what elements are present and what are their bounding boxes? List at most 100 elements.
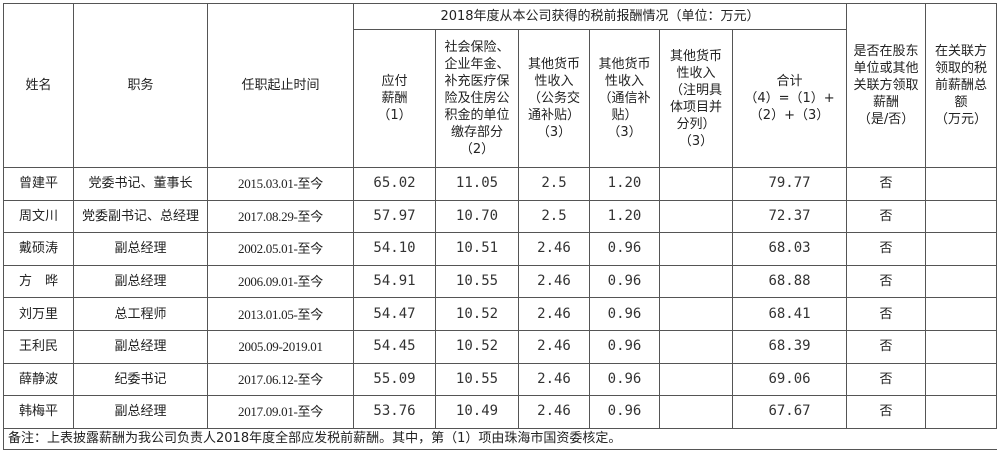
compensation-table: 姓名 职务 任职起止时间 2018年度从本公司获得的税前报酬情况（单位：万元） … — [2, 3, 998, 450]
cell-payable: 54.10 — [353, 232, 436, 266]
cell-related-total — [925, 395, 998, 429]
cell-payable: 54.47 — [353, 297, 436, 331]
cell-payable: 55.09 — [353, 362, 436, 397]
table-row: 王利民 副总经理 2005.09-2019.01 54.45 10.52 2.46 0.96… — [3, 329, 998, 364]
cell-telecom: 1.20 — [589, 167, 660, 201]
cell-specify — [659, 395, 733, 429]
cell-insurance: 10.55 — [435, 362, 519, 397]
header-total: 合计 （4）=（1）+ （2）+（3） — [731, 29, 848, 168]
cell-position: 副总经理 — [73, 264, 208, 299]
cell-name: 方 晔 — [3, 264, 74, 299]
header-name: 姓名 — [3, 3, 74, 168]
cell-insurance: 10.49 — [435, 395, 519, 429]
cell-related: 否 — [846, 395, 927, 429]
cell-related: 否 — [846, 362, 927, 397]
cell-related: 否 — [846, 232, 927, 266]
cell-total: 69.06 — [731, 362, 848, 397]
cell-payable: 54.91 — [353, 264, 436, 299]
cell-payable: 53.76 — [353, 395, 436, 429]
table-row: 戴硕涛 副总经理 2002.05.01-至今 54.10 10.51 2.46 0.96 68… — [3, 232, 998, 266]
header-other-specify: 其他货币 性收入 （注明具 体项目并 分列） （3） — [659, 29, 733, 168]
cell-insurance: 10.52 — [435, 329, 519, 364]
cell-tenure: 2017.06.12-至今 — [207, 362, 354, 397]
cell-related: 否 — [846, 167, 927, 201]
cell-total: 79.77 — [731, 167, 848, 201]
cell-transport: 2.5 — [518, 199, 590, 234]
table-note: 备注：上表披露薪酬为我公司负责人2018年度全部应发税前薪酬。其中，第（1）项由… — [2, 427, 997, 450]
cell-transport: 2.46 — [518, 232, 590, 266]
cell-position: 副总经理 — [73, 395, 208, 429]
table-row: 方 晔副总经理 2006.09.01-至今 54.91 10.55 2.46 0.96 68… — [3, 264, 998, 299]
header-other-telecom: 其他货币 性收入 （通信补 贴） （3） — [589, 29, 660, 168]
cell-position: 总工程师 — [73, 297, 208, 331]
cell-position: 副总经理 — [73, 329, 208, 364]
cell-related: 否 — [846, 199, 927, 234]
cell-telecom: 1.20 — [589, 199, 660, 234]
cell-related-total — [925, 297, 998, 331]
cell-payable: 65.02 — [353, 167, 436, 201]
table-row: 刘万里 总工程师 2013.01.05-至今 54.47 10.52 2.46 0.96 68… — [3, 297, 998, 331]
cell-related-total — [925, 232, 998, 266]
cell-transport: 2.46 — [518, 395, 590, 429]
cell-insurance: 10.55 — [435, 264, 519, 299]
table-row: 韩梅平 副总经理 2017.09.01-至今 53.76 10.49 2.46 0.96 67… — [3, 395, 998, 429]
cell-telecom: 0.96 — [589, 362, 660, 397]
cell-related-total — [925, 362, 998, 397]
cell-transport: 2.46 — [518, 297, 590, 331]
cell-related-total — [925, 167, 998, 201]
cell-total: 68.39 — [731, 329, 848, 364]
header-tenure: 任职起止时间 — [207, 3, 354, 168]
cell-specify — [659, 167, 733, 201]
cell-insurance: 11.05 — [435, 167, 519, 201]
cell-total: 68.41 — [731, 297, 848, 331]
cell-tenure: 2002.05.01-至今 — [207, 232, 354, 266]
cell-position: 纪委书记 — [73, 362, 208, 397]
cell-specify — [659, 199, 733, 234]
cell-specify — [659, 232, 733, 266]
cell-insurance: 10.70 — [435, 199, 519, 234]
cell-tenure: 2005.09-2019.01 — [207, 329, 354, 364]
cell-name: 刘万里 — [3, 297, 74, 331]
cell-specify — [659, 329, 733, 364]
cell-related-total — [925, 199, 998, 234]
header-position: 职务 — [73, 3, 208, 168]
header-insurance: 社会保险、 企业年金、 补充医疗保 险及住房公 积金的单位 缴存部分 （2） — [435, 29, 519, 168]
cell-telecom: 0.96 — [589, 232, 660, 266]
table-row: 周文川 党委副书记、总经理 2017.08.29-至今 57.97 10.70 2.5 1.… — [3, 199, 998, 234]
cell-total: 67.67 — [731, 395, 848, 429]
cell-total: 68.88 — [731, 264, 848, 299]
cell-position: 副总经理 — [73, 232, 208, 266]
header-payable: 应付 薪酬 （1） — [353, 29, 436, 168]
cell-transport: 2.46 — [518, 264, 590, 299]
cell-total: 68.03 — [731, 232, 848, 266]
cell-position: 党委副书记、总经理 — [73, 199, 208, 234]
cell-specify — [659, 362, 733, 397]
cell-insurance: 10.51 — [435, 232, 519, 266]
cell-related-total — [925, 329, 998, 364]
cell-transport: 2.5 — [518, 167, 590, 201]
cell-tenure: 2015.03.01-至今 — [207, 167, 354, 201]
cell-telecom: 0.96 — [589, 329, 660, 364]
cell-tenure: 2017.08.29-至今 — [207, 199, 354, 234]
cell-name: 戴硕涛 — [3, 232, 74, 266]
cell-specify — [659, 264, 733, 299]
cell-name: 周文川 — [3, 199, 74, 234]
header-related-paid: 是否在股东 单位或其他 关联方领取 薪酬 （是/否） — [846, 3, 927, 168]
cell-name: 韩梅平 — [3, 395, 74, 429]
cell-name: 曾建平 — [3, 167, 74, 201]
cell-transport: 2.46 — [518, 362, 590, 397]
table-row: 薛静波 纪委书记 2017.06.12-至今 55.09 10.55 2.46 0.96 69… — [3, 362, 998, 397]
cell-related: 否 — [846, 329, 927, 364]
cell-related: 否 — [846, 297, 927, 331]
cell-payable: 54.45 — [353, 329, 436, 364]
cell-payable: 57.97 — [353, 199, 436, 234]
cell-specify — [659, 297, 733, 331]
table-row: 曾建平 党委书记、董事长 2015.03.01-至今 65.02 11.05 2.5 1.2… — [3, 167, 998, 201]
cell-name: 王利民 — [3, 329, 74, 364]
cell-tenure: 2006.09.01-至今 — [207, 264, 354, 299]
cell-telecom: 0.96 — [589, 395, 660, 429]
cell-telecom: 0.96 — [589, 264, 660, 299]
cell-telecom: 0.96 — [589, 297, 660, 331]
cell-name: 薛静波 — [3, 362, 74, 397]
cell-related: 否 — [846, 264, 927, 299]
